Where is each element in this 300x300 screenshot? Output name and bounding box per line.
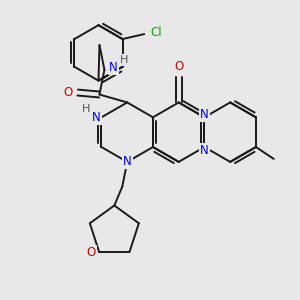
- Text: N: N: [92, 111, 101, 124]
- Text: Cl: Cl: [150, 26, 162, 39]
- Text: O: O: [87, 246, 96, 259]
- Text: H: H: [120, 55, 128, 65]
- Text: N: N: [109, 61, 118, 74]
- Text: N: N: [200, 108, 209, 121]
- Text: O: O: [174, 60, 183, 73]
- Text: H: H: [81, 104, 90, 114]
- Text: N: N: [200, 143, 209, 157]
- Text: N: N: [123, 155, 132, 168]
- Text: O: O: [63, 86, 72, 99]
